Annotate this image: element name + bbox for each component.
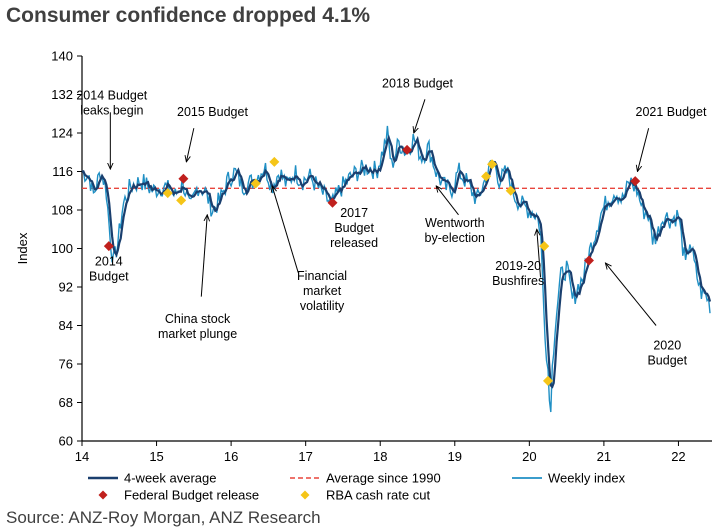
- y-tick-label: 60: [59, 434, 73, 449]
- rba-cut-marker: [487, 159, 498, 170]
- annotation-label: 2020: [653, 339, 681, 353]
- annotation-label: leaks begin: [80, 103, 143, 117]
- x-tick-label: 22: [671, 449, 685, 464]
- annotation-label: 2018 Budget: [382, 76, 453, 90]
- x-tick-label: 20: [522, 449, 536, 464]
- annotation-label: market plunge: [158, 327, 237, 341]
- annotation-arrow: [414, 99, 426, 133]
- x-tick-label: 16: [224, 449, 238, 464]
- x-tick-label: 17: [298, 449, 312, 464]
- rba-cut-marker: [542, 375, 553, 386]
- legend-label: 4-week average: [124, 471, 217, 486]
- y-tick-label: 132: [51, 87, 73, 102]
- y-tick-label: 116: [52, 164, 73, 179]
- legend-label: RBA cash rate cut: [326, 488, 430, 503]
- y-tick-label: 140: [51, 49, 73, 64]
- annotation-label: Financial: [297, 269, 347, 283]
- budget-release-marker: [402, 144, 413, 155]
- annotation-label: market: [303, 284, 342, 298]
- annotation-label: by-election: [425, 231, 485, 245]
- annotation-arrow: [436, 186, 459, 216]
- annotation-label: Budget: [334, 221, 374, 235]
- y-tick-label: 84: [59, 318, 73, 333]
- annotation-arrow: [186, 128, 195, 162]
- annotation-label: released: [330, 236, 378, 250]
- annotation-label: 2015 Budget: [177, 105, 248, 119]
- x-tick-label: 18: [373, 449, 387, 464]
- rba-cut-marker: [162, 188, 173, 199]
- annotation-arrow: [637, 128, 650, 171]
- weekly-index-line: [81, 125, 711, 413]
- rba-cut-marker: [539, 241, 550, 252]
- annotation-label: volatility: [300, 299, 345, 313]
- annotation-label: Wentworth: [425, 216, 485, 230]
- annotation-label: 2014: [95, 254, 123, 268]
- annotation-label: 2019-20: [495, 259, 541, 273]
- y-axis-label: Index: [15, 232, 30, 264]
- rba-cut-marker: [269, 156, 280, 167]
- rba-cut-marker: [250, 178, 261, 189]
- annotation-label: 2014 Budget: [76, 88, 147, 102]
- legend-label: Federal Budget release: [124, 488, 259, 503]
- legend-swatch: [300, 490, 310, 500]
- legend-label: Weekly index: [548, 471, 626, 486]
- y-tick-label: 68: [59, 395, 73, 410]
- annotation-label: 2021 Budget: [636, 105, 707, 119]
- x-tick-label: 15: [149, 449, 163, 464]
- x-tick-label: 21: [597, 449, 611, 464]
- annotation-arrow: [272, 186, 299, 273]
- y-tick-label: 124: [51, 126, 73, 141]
- annotation-label: Budget: [647, 354, 687, 368]
- x-tick-label: 14: [75, 449, 89, 464]
- annotation-arrow: [605, 263, 657, 326]
- budget-release-marker: [630, 176, 641, 187]
- legend-swatch: [98, 490, 108, 500]
- annotation-label: Budget: [89, 269, 129, 283]
- rba-cut-marker: [505, 185, 516, 196]
- annotation-label: Bushfires: [492, 274, 544, 288]
- annotation-arrow: [200, 215, 207, 297]
- budget-release-marker: [327, 197, 338, 208]
- budget-release-marker: [178, 173, 189, 184]
- rba-cut-marker: [176, 195, 187, 206]
- budget-release-marker: [583, 255, 594, 266]
- y-tick-label: 100: [51, 241, 73, 256]
- annotation-label: 2017: [340, 206, 368, 220]
- legend-label: Average since 1990: [326, 471, 441, 486]
- chart-title: Consumer confidence dropped 4.1%: [6, 4, 371, 27]
- budget-release-marker: [103, 241, 114, 252]
- y-tick-label: 92: [59, 280, 73, 295]
- rba-cut-marker: [481, 171, 492, 182]
- annotation-label: China stock: [165, 312, 231, 326]
- x-tick-label: 19: [448, 449, 462, 464]
- four-week-average-line: [81, 134, 712, 389]
- y-tick-label: 108: [51, 203, 73, 218]
- y-tick-label: 76: [59, 357, 73, 372]
- annotation-arrow: [537, 229, 542, 278]
- chart-source: Source: ANZ-Roy Morgan, ANZ Research: [6, 508, 321, 527]
